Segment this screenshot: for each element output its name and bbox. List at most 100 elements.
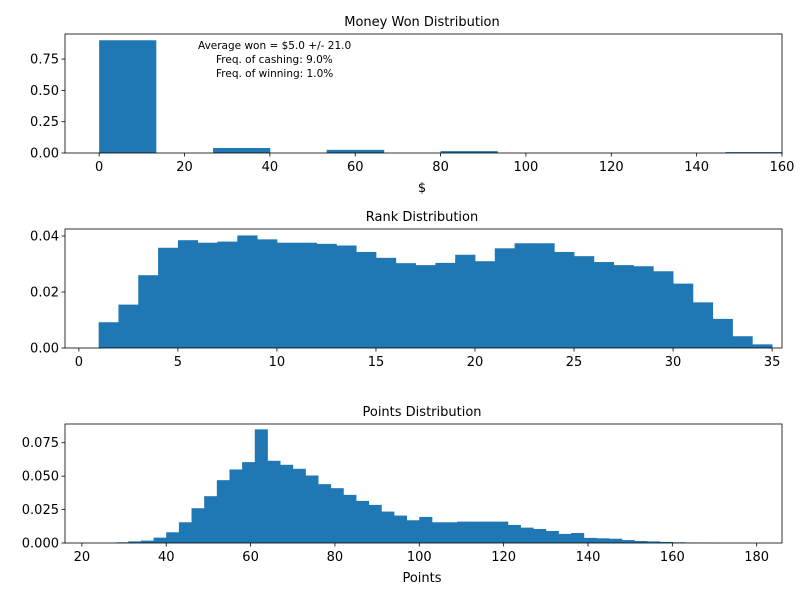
rank-bar	[257, 239, 278, 348]
points-bar	[267, 460, 281, 543]
money-won-bars	[99, 40, 783, 154]
points-bar	[545, 530, 559, 543]
money-won-annotation-average: Average won = $5.0 +/- 21.0	[198, 40, 351, 52]
money-won-y-tick-label: 0.25	[30, 115, 59, 130]
points-bar	[216, 480, 230, 543]
points-bar	[204, 496, 218, 543]
rank-bar	[356, 251, 377, 348]
money-won-y-tick-label: 0.00	[30, 147, 59, 162]
points-bar	[507, 524, 521, 543]
money-won-x-tick-label: 40	[262, 160, 279, 175]
points-bar	[571, 532, 585, 543]
points-bar	[431, 522, 445, 543]
points-panel: Points Distribution 20 40 60 80 100 120 140 160…	[22, 405, 783, 586]
money-won-annotation-winning: Freq. of winning: 1.0%	[216, 68, 333, 80]
points-bar	[318, 484, 332, 543]
rank-bar	[752, 344, 773, 348]
rank-bar	[237, 235, 258, 348]
points-bar	[356, 500, 370, 543]
points-bar	[128, 541, 142, 543]
rank-bar	[177, 240, 199, 348]
points-bar	[482, 521, 496, 543]
rank-bar	[217, 241, 238, 348]
rank-y-tick-label: 0.02	[30, 286, 59, 301]
points-axes-frame	[64, 423, 783, 544]
money-won-panel: Money Won Distribution 0 20 40 60 80 100 120 14…	[30, 15, 794, 196]
money-won-x-tick-label: 120	[599, 160, 624, 175]
points-bar	[419, 516, 433, 543]
money-won-x-tick-label: 20	[176, 160, 193, 175]
points-x-tick-label: 40	[158, 550, 175, 565]
points-bar	[457, 521, 471, 543]
rank-bar	[574, 256, 595, 348]
points-x-tick-label: 180	[744, 550, 769, 565]
rank-y-tick-label: 0.00	[30, 342, 59, 357]
rank-x-tick-label: 25	[566, 355, 583, 370]
money-won-x-tick-label: 140	[684, 160, 709, 175]
points-bar	[166, 532, 180, 543]
rank-x-tick-label: 20	[467, 355, 484, 370]
rank-bar	[712, 318, 733, 348]
money-won-x-axis-label: $	[418, 181, 426, 196]
points-bar	[229, 469, 243, 543]
money-won-bar	[326, 149, 385, 153]
points-bar	[140, 540, 154, 543]
points-x-tick-label: 80	[327, 550, 344, 565]
points-y-tick-label: 0.000	[22, 537, 59, 552]
points-bar	[254, 429, 268, 543]
rank-bar	[158, 247, 179, 348]
points-bar	[406, 520, 420, 543]
rank-bar	[732, 336, 753, 348]
points-bar	[393, 515, 408, 543]
rank-bar	[316, 243, 337, 348]
points-bar	[153, 537, 167, 543]
rank-bar	[554, 251, 575, 348]
points-bar	[343, 494, 357, 543]
points-y-tick-label: 0.025	[22, 503, 59, 518]
points-x-tick-label: 120	[491, 550, 516, 565]
rank-bar	[673, 283, 694, 348]
points-x-tick-label: 60	[242, 550, 259, 565]
points-bar	[178, 522, 192, 543]
points-bar	[280, 464, 294, 543]
points-bar	[647, 541, 661, 543]
points-bar	[609, 538, 623, 543]
rank-bar	[494, 248, 516, 348]
points-bar	[292, 468, 306, 543]
rank-bar	[613, 265, 634, 348]
points-bar	[330, 488, 344, 543]
rank-x-tick-label: 10	[269, 355, 286, 370]
rank-bar	[633, 266, 654, 348]
rank-x-tick-label: 0	[75, 355, 83, 370]
rank-bar	[118, 304, 139, 348]
money-won-annotation-cashing: Freq. of cashing: 9.0%	[216, 54, 333, 66]
points-bar	[469, 521, 483, 543]
points-x-tick-label: 20	[74, 550, 91, 565]
money-won-bar	[99, 40, 157, 154]
rank-bar	[455, 254, 476, 348]
rank-bar	[475, 261, 496, 348]
points-bar	[583, 537, 597, 543]
points-bar	[520, 527, 534, 543]
rank-bar	[336, 245, 357, 348]
rank-bar	[514, 243, 535, 348]
points-x-tick-label: 160	[660, 550, 685, 565]
rank-bar	[375, 257, 397, 348]
points-bar	[495, 521, 509, 543]
rank-bars	[98, 235, 773, 348]
money-won-bar	[440, 151, 498, 153]
rank-bar	[653, 271, 674, 348]
points-bar	[533, 528, 547, 543]
rank-bar	[395, 263, 416, 348]
rank-bar	[296, 242, 317, 348]
money-won-x-tick-label: 0	[95, 160, 103, 175]
rank-bar	[435, 262, 456, 348]
points-bar	[634, 540, 648, 543]
rank-x-tick-label: 30	[665, 355, 682, 370]
points-y-tick-label: 0.050	[22, 470, 59, 485]
points-bar	[368, 504, 382, 543]
money-won-x-tick-label: 80	[432, 160, 449, 175]
points-x-tick-label: 100	[407, 550, 432, 565]
rank-y-ticks: 0.00 0.02 0.04	[30, 230, 65, 357]
